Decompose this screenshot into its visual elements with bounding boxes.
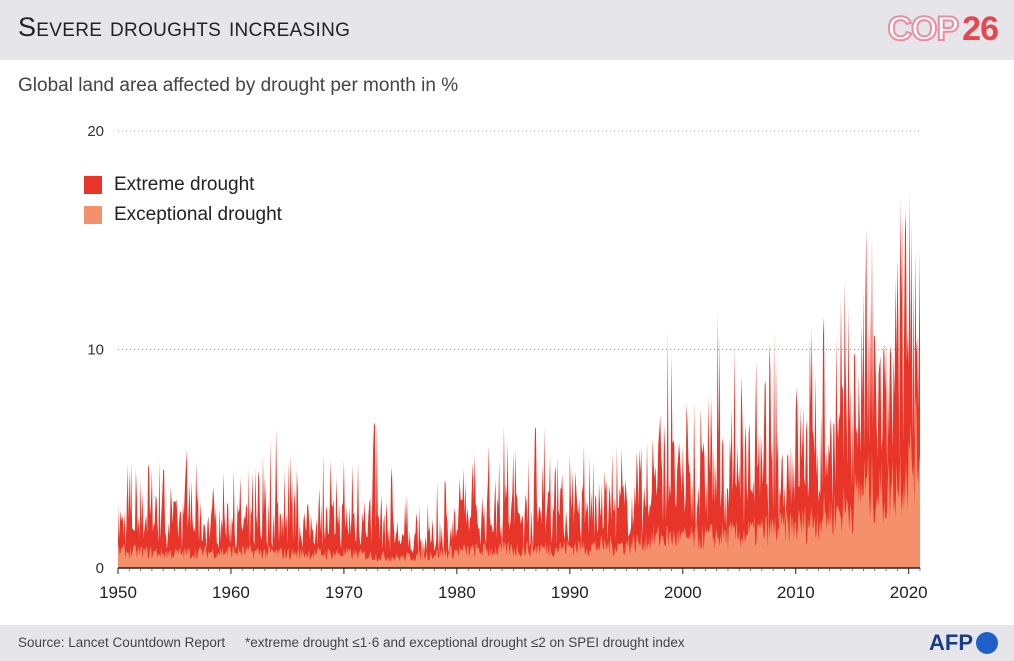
x-tick-label-2020: 2020 (890, 583, 928, 602)
x-tick-label-2000: 2000 (664, 583, 702, 602)
legend-item-extreme: Extreme drought (84, 170, 282, 200)
x-tick-label-1980: 1980 (438, 583, 476, 602)
legend: Extreme drought Exceptional drought (84, 170, 282, 230)
y-tick-label-20: 20 (87, 123, 104, 140)
afp-logo: AFP (929, 630, 998, 656)
legend-label-extreme: Extreme drought (114, 174, 255, 195)
legend-item-exceptional: Exceptional drought (84, 200, 282, 230)
y-tick-label-10: 10 (87, 342, 104, 359)
cop-logo-text: COP (886, 9, 960, 49)
series-extreme-drought (118, 192, 920, 568)
cop26-logo: COP 26 (886, 9, 999, 49)
source-text: Source: Lancet Countdown Report (18, 635, 226, 650)
afp-dot-icon (976, 632, 998, 654)
x-tick-label-1990: 1990 (551, 583, 589, 602)
footnote-text: *extreme drought ≤1·6 and exceptional dr… (245, 635, 685, 650)
x-tick-label-1950: 1950 (99, 583, 137, 602)
y-tick-label-0: 0 (96, 560, 104, 577)
chart-title: Severe droughts increasing (18, 12, 351, 42)
x-tick-label-1970: 1970 (325, 583, 363, 602)
chart-subtitle: Global land area affected by drought per… (18, 75, 459, 96)
footer-bar: Source: Lancet Countdown Report *extreme… (0, 625, 1014, 661)
legend-swatch-extreme (84, 176, 102, 194)
x-tick-label-2010: 2010 (777, 583, 815, 602)
legend-label-exceptional: Exceptional drought (114, 204, 282, 225)
series-exceptional-drought (118, 394, 920, 568)
header-bar: Severe droughts increasing COP 26 (0, 0, 1014, 60)
legend-swatch-exceptional (84, 206, 102, 224)
afp-logo-text: AFP (929, 630, 973, 655)
x-tick-label-1960: 1960 (212, 583, 250, 602)
cop-logo-number: 26 (962, 10, 999, 48)
